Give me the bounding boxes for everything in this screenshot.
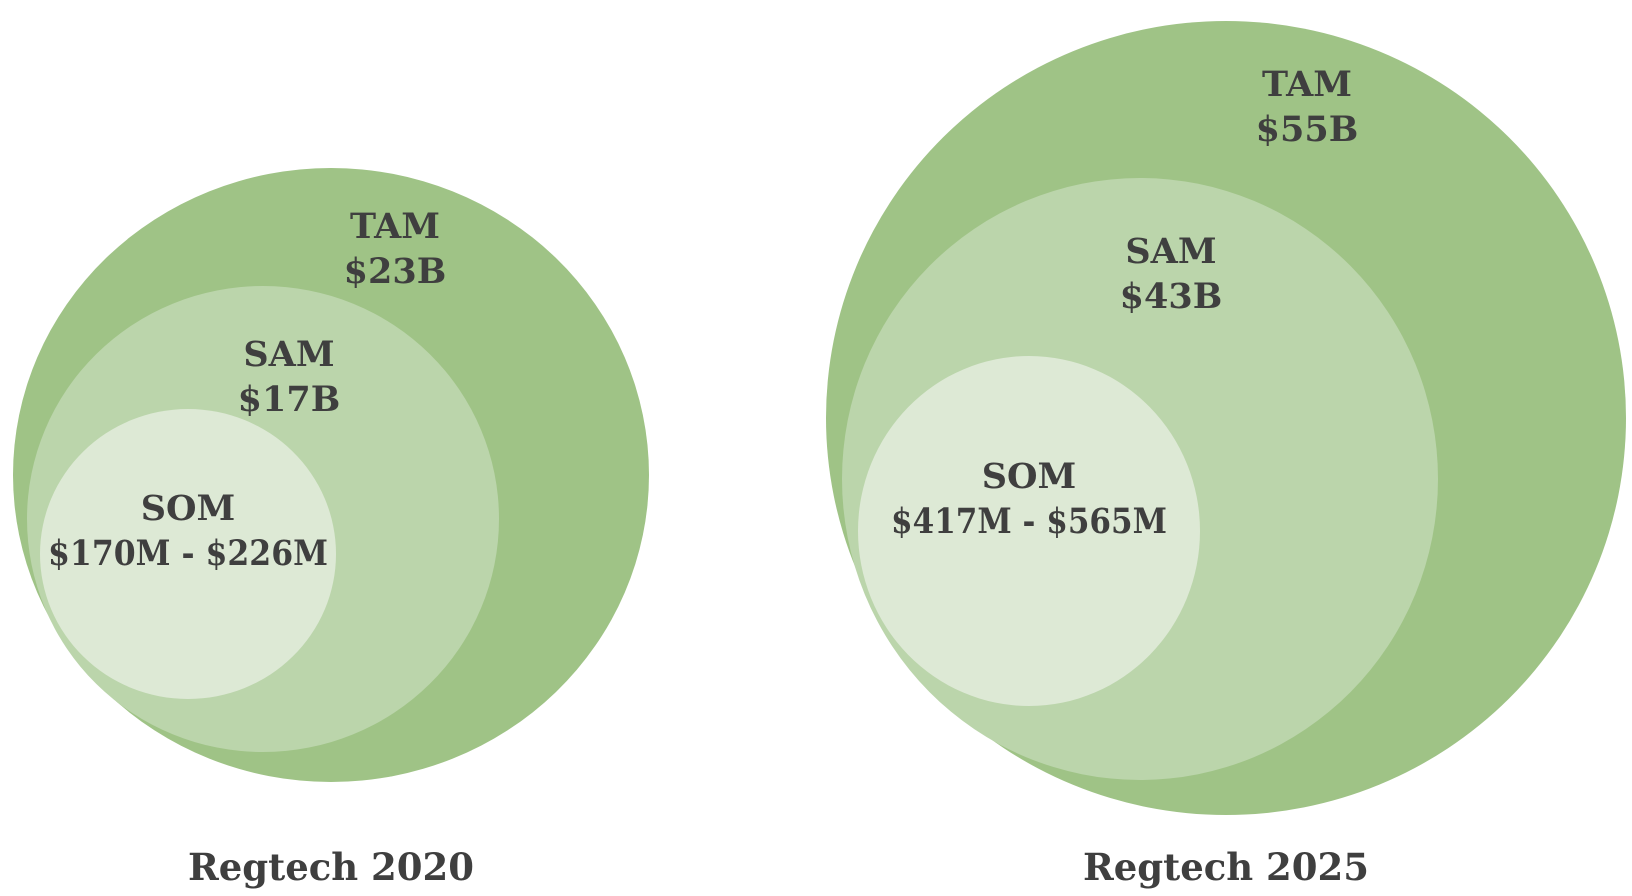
- som-value-2025: $417M - $565M: [891, 501, 1167, 542]
- som-circle-2020: [40, 409, 336, 699]
- tam-label-2025: TAM: [1262, 64, 1352, 105]
- sam-label-2025: SAM: [1125, 231, 1216, 272]
- sam-label-2020: SAM: [243, 334, 334, 375]
- caption-regtech-2020: Regtech 2020: [188, 845, 474, 889]
- sam-value-2025: $43B: [1120, 276, 1223, 317]
- som-label-2020: SOM: [141, 488, 236, 529]
- caption-regtech-2025: Regtech 2025: [1083, 845, 1369, 889]
- tam-value-2025: $55B: [1256, 109, 1359, 150]
- som-label-2025: SOM: [982, 456, 1077, 497]
- diagram-regtech-2020: TAM $23B SAM $17B SOM $170M - $226M Regt…: [13, 168, 649, 889]
- som-value-2020: $170M - $226M: [48, 533, 328, 574]
- sam-value-2020: $17B: [238, 379, 341, 420]
- tam-value-2020: $23B: [344, 251, 447, 292]
- tam-label-2020: TAM: [350, 206, 440, 247]
- diagram-regtech-2025: TAM $55B SAM $43B SOM $417M - $565M Regt…: [826, 21, 1626, 889]
- som-circle-2025: [858, 356, 1200, 706]
